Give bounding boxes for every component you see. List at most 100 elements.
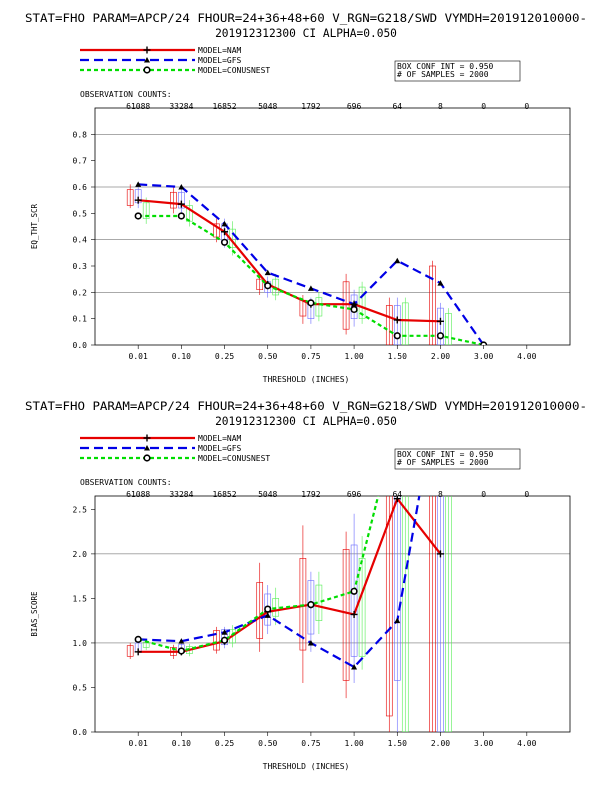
y-axis-label: EQ_THT_SCR: [30, 203, 39, 249]
data-point-1: [350, 610, 358, 618]
box-info-line-2: # OF SAMPLES = 2000: [397, 70, 489, 79]
x-tick-label: 0.50: [258, 352, 277, 361]
data-point-2: [307, 285, 314, 291]
ci-box: [126, 189, 134, 206]
data-point-3: [220, 238, 229, 246]
observation-count: 8: [438, 102, 443, 111]
x-tick-label: 0.01: [129, 352, 148, 361]
ci-box: [350, 544, 358, 657]
observation-count: 0: [524, 102, 529, 111]
ci-box: [429, 496, 436, 732]
observation-counts-label: OBSERVATION COUNTS:: [80, 90, 172, 99]
plot-area-frame: [94, 107, 571, 346]
data-point-3: [307, 299, 315, 307]
data-point-2: [178, 184, 185, 190]
ci-box: [256, 278, 264, 290]
x-tick-label: 0.25: [215, 739, 234, 748]
series-line-2: [138, 496, 421, 669]
data-point-1: [393, 316, 401, 324]
ci-box: [299, 558, 307, 651]
data-point-3: [350, 587, 358, 595]
data-point-1: [134, 648, 142, 656]
observation-count: 33284: [169, 102, 193, 111]
x-tick-label: 2.00: [431, 739, 450, 748]
observation-counts-label: OBSERVATION COUNTS:: [80, 478, 172, 487]
data-point-2: [135, 181, 142, 187]
observation-count: 5048: [258, 102, 277, 111]
ci-box: [429, 265, 436, 345]
ci-box: [213, 630, 220, 651]
observation-count: 61088: [126, 490, 150, 499]
data-point-2: [394, 257, 401, 264]
data-point-3: [307, 601, 315, 609]
data-point-2: [351, 663, 358, 670]
ci-box: [126, 645, 134, 657]
plot-data: [126, 181, 488, 345]
data-point-3: [436, 332, 445, 340]
data-point-1: [436, 550, 444, 558]
y-tick-label: 0.0: [73, 341, 88, 350]
data-point-3: [264, 282, 272, 290]
data-point-2: [178, 638, 185, 644]
legend-label-3: MODEL=CONUSNEST: [198, 454, 270, 463]
observation-count: 64: [392, 490, 402, 499]
ci-box: [401, 302, 409, 345]
legend-marker-2: [144, 57, 150, 63]
ci-box: [170, 191, 177, 209]
plot-area-frame: [94, 495, 571, 733]
y-tick-label: 2.0: [73, 550, 88, 559]
data-point-1: [393, 496, 401, 503]
x-tick-label: 3.00: [474, 352, 493, 361]
data-point-3: [177, 647, 185, 655]
y-tick-label: 0.5: [73, 209, 88, 218]
legend-label-1: MODEL=NAM: [198, 434, 242, 443]
data-point-3: [393, 332, 401, 340]
data-point-2: [221, 629, 228, 635]
y-tick-label: 0.2: [73, 288, 88, 297]
legend-marker-2: [144, 445, 150, 451]
data-point-1: [221, 228, 229, 236]
observation-count: 33284: [169, 490, 193, 499]
data-point-1: [436, 317, 444, 325]
y-tick-label: 1.5: [73, 594, 88, 603]
y-tick-label: 0.8: [73, 130, 88, 139]
series-line-3: [138, 214, 484, 345]
chart-panel-1: [80, 46, 571, 349]
y-tick-label: 0.3: [73, 262, 88, 271]
ci-box: [342, 549, 350, 681]
observation-count: 0: [481, 102, 486, 111]
data-point-3: [177, 212, 185, 220]
box-info-line-2: # OF SAMPLES = 2000: [397, 458, 489, 467]
data-point-1: [177, 200, 185, 208]
x-tick-label: 0.75: [301, 739, 320, 748]
data-point-3: [480, 341, 488, 345]
data-point-2: [437, 280, 444, 286]
ci-box: [229, 629, 236, 644]
x-tick-label: 0.25: [215, 352, 234, 361]
x-tick-label: 0.01: [129, 739, 148, 748]
observation-count: 696: [347, 490, 362, 499]
ci-box: [256, 582, 264, 639]
y-tick-label: 0.1: [73, 315, 88, 324]
observation-count: 1792: [301, 490, 320, 499]
x-tick-label: 1.00: [344, 739, 363, 748]
ci-box: [142, 202, 150, 219]
x-tick-label: 0.50: [258, 739, 277, 748]
ci-box: [350, 294, 358, 319]
x-tick-label: 4.00: [517, 739, 536, 748]
y-tick-label: 0.7: [73, 157, 88, 166]
data-point-2: [394, 617, 401, 624]
ci-box: [272, 598, 280, 617]
x-tick-label: 1.50: [388, 352, 407, 361]
x-tick-label: 3.00: [474, 739, 493, 748]
x-tick-label: 1.00: [344, 352, 363, 361]
observation-count: 1792: [301, 102, 320, 111]
data-point-2: [351, 301, 358, 307]
x-axis-label: THRESHOLD (INCHES): [263, 375, 350, 384]
data-point-2: [264, 612, 271, 618]
observation-count: 61088: [126, 102, 150, 111]
legend-marker-3: [143, 66, 151, 74]
plot-data: [126, 496, 452, 732]
ci-box: [385, 496, 393, 717]
legend-label-3: MODEL=CONUSNEST: [198, 66, 270, 75]
